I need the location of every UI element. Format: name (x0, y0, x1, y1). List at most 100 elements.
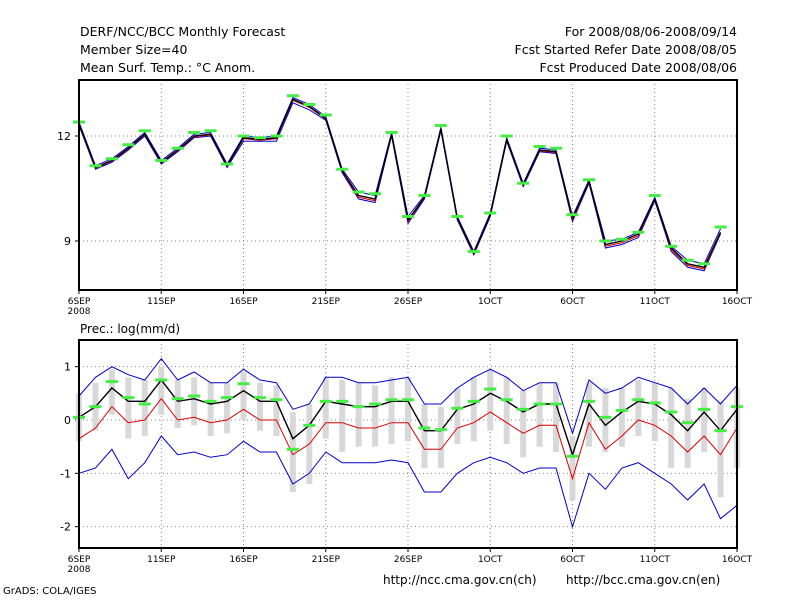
marker-point (517, 181, 530, 185)
marker-point (648, 401, 661, 405)
marker-point (533, 402, 546, 406)
marker-point (451, 406, 464, 410)
header-start-date: Fcst Started Refer Date 2008/08/05 (514, 42, 738, 57)
marker-point (319, 399, 332, 403)
series-line-lower (78, 435, 738, 529)
marker-point (253, 136, 266, 140)
series-line-upper (78, 357, 738, 435)
marker-point (402, 398, 414, 402)
spread-bar (536, 382, 543, 447)
marker-point (221, 162, 234, 166)
marker-point (615, 408, 628, 412)
marker-point (681, 421, 694, 425)
marker-point (582, 399, 595, 403)
spread-bar (602, 388, 609, 452)
x-tick-label: 11OCT (640, 297, 671, 307)
marker-point (418, 426, 431, 430)
marker-point (221, 396, 234, 400)
marker-point (352, 405, 365, 409)
marker-point (648, 194, 661, 197)
marker-point (632, 230, 645, 234)
marker-point (451, 215, 464, 218)
marker-point (484, 211, 497, 215)
marker-point (385, 398, 398, 402)
spread-bar (174, 380, 181, 428)
spread-bar (158, 366, 165, 415)
temperature-chart: 6SEP 11SEP 16SEP 21SEP 26SEP 1OCT 6OCT 11OCT 16O… (57, 79, 753, 317)
marker-point (303, 423, 316, 427)
spread-bar (470, 377, 477, 442)
series-line-mean (78, 378, 738, 457)
marker-point (286, 447, 299, 451)
header-title: DERF/NCC/BCC Monthly Forecast (80, 24, 286, 39)
y-tick-label: 0 (64, 414, 71, 427)
x-tick-label: 11SEP (147, 555, 176, 565)
marker-point (122, 396, 135, 400)
marker-point (204, 399, 217, 403)
spread-bar (388, 377, 395, 444)
y-tick-label: 1 (64, 361, 71, 374)
marker-point (665, 410, 678, 414)
spread-bar (717, 401, 724, 498)
marker-point (286, 94, 299, 98)
spread-bar (191, 377, 198, 426)
series-line-red (78, 397, 738, 481)
y-tick-label: -1 (60, 467, 71, 480)
marker-point (270, 398, 283, 402)
x-tick-label: 6OCT (560, 555, 585, 565)
marker-point (155, 159, 168, 162)
marker-point (681, 258, 694, 262)
marker-point (582, 178, 595, 182)
x-tick-label: 6OCT (560, 297, 585, 307)
spread-bar (618, 388, 625, 447)
marker-point (402, 215, 414, 218)
marker-point (253, 396, 266, 400)
marker-point (204, 129, 217, 133)
marker-point (566, 213, 579, 217)
marker-point (632, 398, 645, 402)
spread-bar (701, 388, 708, 452)
series-line-mean (78, 98, 722, 269)
spread-bar (421, 404, 428, 468)
marker-point (138, 129, 151, 133)
spread-bar (339, 380, 346, 452)
marker-point (615, 237, 628, 241)
x-tick-label: 26SEP (394, 297, 423, 307)
precipitation-chart: 6SEP 11SEP 16SEP 21SEP 26SEP 1OCT 6OCT 11OCT 16O… (60, 339, 753, 575)
marker-point (369, 402, 382, 406)
marker-point (714, 225, 727, 229)
marker-point (533, 145, 546, 148)
link-bcc[interactable]: http://bcc.cma.gov.cn(en) (566, 573, 721, 587)
marker-point (105, 157, 118, 161)
plot-frame (78, 339, 738, 549)
spread-bar (520, 390, 527, 458)
marker-point (89, 164, 102, 168)
marker-point (369, 192, 382, 196)
x-year-label: 2008 (68, 565, 91, 575)
spread-bar (668, 388, 675, 468)
marker-point (599, 415, 612, 419)
marker-point (418, 194, 431, 197)
precip-title: Prec.: log(mm/d) (80, 322, 180, 336)
spread-bar (487, 369, 494, 431)
series-line-lower (78, 102, 721, 272)
header-member-size: Member Size=40 (80, 42, 188, 57)
marker-point (105, 380, 118, 384)
marker-point (89, 405, 102, 409)
link-ncc[interactable]: http://ncc.cma.gov.cn(ch) (383, 573, 537, 587)
plot-frame (78, 79, 738, 291)
x-tick-label: 16SEP (229, 297, 258, 307)
marker-point (155, 378, 168, 382)
marker-point (665, 244, 678, 248)
spread-bar (651, 382, 658, 442)
spread-bar (125, 377, 132, 439)
marker-point (303, 103, 316, 106)
marker-point (188, 394, 201, 398)
marker-point (171, 146, 184, 150)
marker-point (138, 402, 151, 406)
x-tick-label: 1OCT (478, 555, 503, 565)
header-period: For 2008/08/06-2008/09/14 (564, 24, 737, 39)
marker-point (188, 131, 201, 134)
spread-bar (454, 388, 461, 444)
